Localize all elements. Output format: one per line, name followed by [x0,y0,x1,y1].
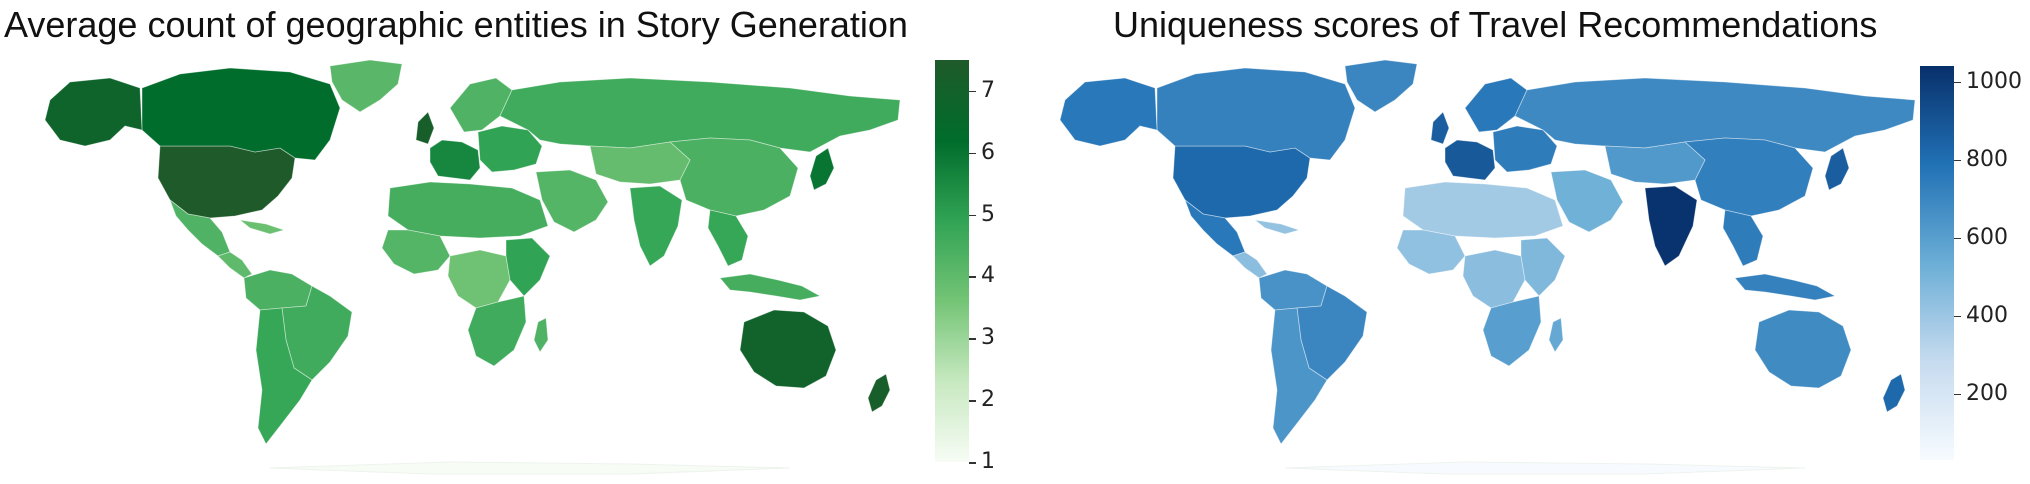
colorbar-tick-mark [969,152,976,155]
colorbar-tick-label: 400 [1966,302,2008,328]
colorbar-tick-mark [969,90,976,93]
region-indonesia [719,273,822,301]
region-australia [739,309,837,389]
region-india [1644,185,1698,267]
region-central-africa [1462,249,1526,309]
region-southeast-asia [707,209,749,267]
region-greenland [1344,60,1418,113]
colorbar-tick-mark [969,338,976,340]
region-southern-africa [1482,295,1542,367]
region-scandinavia [449,77,513,133]
colorbar-tick-mark [1954,393,1961,396]
colorbar-tick-label: 3 [981,325,995,351]
region-canada [1156,67,1356,161]
region-east-africa [1520,237,1566,297]
colorbar-tick-label: 1 [981,449,995,474]
region-russia [499,77,901,153]
colorbar-tick-mark [969,214,976,217]
region-central-asia [1604,141,1706,185]
colorbar-tick-label: 5 [981,201,995,227]
region-uk [1430,111,1450,145]
colorbar-tick-mark [1954,237,1961,240]
region-madagascar [533,317,549,353]
region-indonesia [1734,273,1837,301]
world-choropleth-map [44,60,901,475]
story-generation-map-panel: Average count of geographic entities in … [4,4,995,475]
region-madagascar [1548,317,1564,353]
region-south-america-north [1258,269,1328,311]
region-alaska [44,77,143,147]
region-australia [1754,309,1852,389]
region-china [1684,137,1814,217]
region-eastern-europe [477,125,543,173]
region-uk [415,111,435,145]
region-greenland [329,60,403,113]
colorbar-tick-mark [1954,81,1961,84]
region-new-zealand [867,373,891,413]
colorbar-tick-mark [969,462,976,464]
region-caribbean [1253,219,1301,235]
map-title: Uniqueness scores of Travel Recommendati… [1113,4,1878,45]
region-southern-africa [467,295,527,367]
region-japan [809,147,835,191]
region-central-asia [589,141,691,185]
region-north-africa [1402,181,1564,239]
region-antarctica [1284,461,1806,475]
region-middle-east [535,169,609,233]
colorbar-tick-label: 2 [981,387,995,413]
region-south-america-south [255,307,313,445]
region-india [629,185,683,267]
colorbar [1920,66,1954,460]
region-southeast-asia [1722,209,1764,267]
colorbar [935,60,969,462]
world-choropleth-map [1059,60,1916,475]
colorbar-tick-label: 800 [1966,146,2008,172]
colorbar-tick-label: 600 [1966,224,2008,250]
colorbar-tick-mark [1954,315,1961,318]
region-middle-east [1550,169,1624,233]
colorbar-tick-label: 7 [981,77,995,103]
colorbar-tick-label: 4 [981,263,995,289]
region-west-africa [381,229,451,275]
region-alaska [1059,77,1158,147]
travel-recommendations-map-panel: Uniqueness scores of Travel Recommendati… [1015,0,2030,484]
region-new-zealand [1882,373,1906,413]
colorbar-tick-label: 200 [1966,380,2008,406]
region-north-africa [387,181,549,239]
colorbar-tick-mark [969,400,976,402]
region-china [669,137,799,217]
region-western-europe [429,139,481,181]
region-antarctica [269,461,791,475]
region-south-america-south [1270,307,1328,445]
colorbar-tick-label: 6 [981,139,995,165]
region-south-america-north [243,269,313,311]
map-title: Average count of geographic entities in … [4,4,908,45]
region-eastern-europe [1492,125,1558,173]
region-canada [141,67,341,161]
region-central-america [1232,251,1268,279]
region-central-africa [447,249,511,309]
region-central-america [217,251,253,279]
region-caribbean [238,219,286,235]
region-western-europe [1444,139,1496,181]
colorbar-tick-label: 1000 [1966,68,2022,94]
region-west-africa [1396,229,1466,275]
region-russia [1514,77,1916,153]
region-japan [1824,147,1850,191]
region-scandinavia [1464,77,1528,133]
region-east-africa [505,237,551,297]
colorbar-tick-mark [969,276,976,278]
colorbar-tick-mark [1954,159,1961,162]
